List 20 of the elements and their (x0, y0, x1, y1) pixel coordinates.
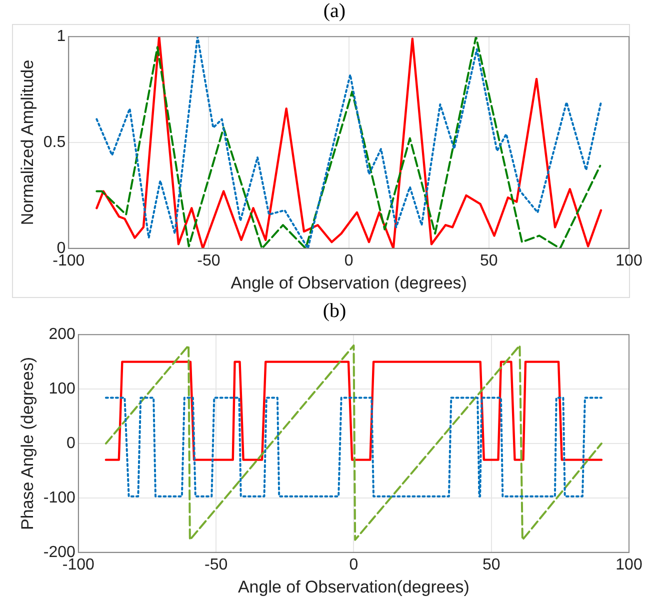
x-tick-label: 100 (616, 252, 642, 270)
y-axis-title: Phase Angle (degrees) (18, 357, 37, 530)
x-tick-label: -50 (197, 252, 220, 270)
y-tick-label: 200 (48, 326, 76, 344)
x-tick-label: 50 (482, 556, 500, 574)
y-tick-label: -100 (43, 489, 76, 506)
x-tick-label: 50 (480, 252, 498, 270)
chart-title: (b) (322, 300, 348, 322)
x-axis-title: Angle of Observation (degrees) (230, 273, 467, 292)
y-axis-title: Normalized Amplitude (18, 60, 37, 226)
chart-title: (a) (322, 0, 347, 22)
y-tick-label: 0 (66, 434, 76, 452)
y-tick-label: 0.5 (43, 134, 66, 151)
x-axis-title: Angle of Observation(degrees) (238, 577, 470, 596)
y-tick-label: 100 (48, 380, 76, 398)
x-tick-label: -50 (204, 556, 228, 574)
x-tick-label: 0 (349, 556, 358, 574)
x-tick-label: 0 (344, 252, 354, 270)
x-tick-label: 100 (616, 556, 642, 574)
y-tick-label: 1 (56, 28, 66, 46)
